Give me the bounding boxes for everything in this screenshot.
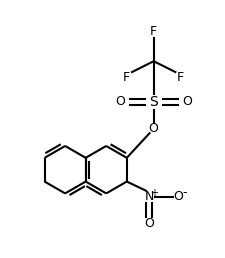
Text: O: O	[114, 95, 124, 108]
Text: O: O	[148, 123, 158, 135]
Text: O: O	[182, 95, 192, 108]
Text: F: F	[149, 25, 157, 38]
Text: O: O	[173, 190, 183, 203]
Text: N: N	[144, 190, 153, 203]
Text: F: F	[122, 70, 130, 84]
Text: F: F	[176, 70, 184, 84]
Text: +: +	[149, 188, 158, 198]
Text: O: O	[144, 217, 153, 230]
Text: -: -	[182, 186, 186, 199]
Text: S: S	[149, 95, 157, 109]
